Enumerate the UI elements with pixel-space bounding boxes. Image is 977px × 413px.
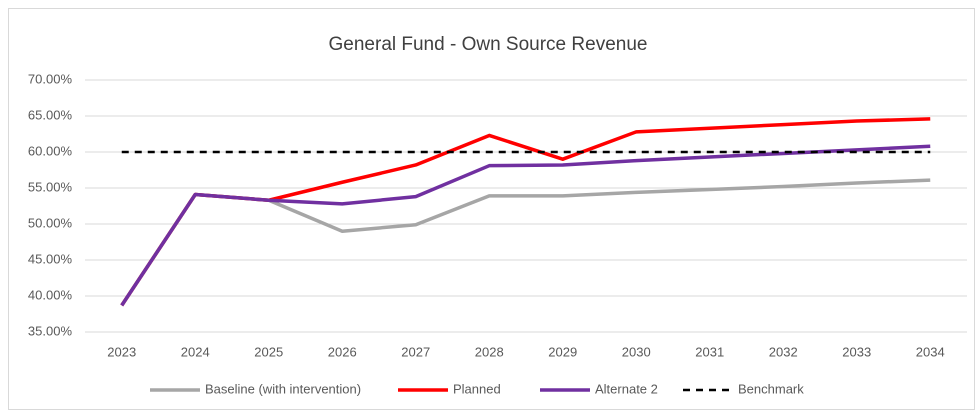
legend-label: Benchmark: [738, 381, 804, 396]
x-tick-label: 2027: [401, 344, 430, 359]
series-line: [120, 144, 931, 307]
legend-label: Alternate 2: [595, 381, 658, 396]
x-tick-label: 2023: [107, 344, 136, 359]
x-tick-label: 2032: [769, 344, 798, 359]
x-tick-label: 2030: [622, 344, 651, 359]
y-tick-label: 50.00%: [28, 215, 73, 230]
chart-border: [8, 8, 975, 410]
y-tick-label: 40.00%: [28, 287, 73, 302]
y-tick-label: 45.00%: [28, 251, 73, 266]
chart-title: General Fund - Own Source Revenue: [329, 34, 648, 55]
x-tick-label: 2034: [916, 344, 945, 359]
legend-label: Baseline (with intervention): [205, 381, 361, 396]
y-tick-label: 70.00%: [28, 71, 73, 86]
x-tick-label: 2033: [842, 344, 871, 359]
y-tick-label: 65.00%: [28, 107, 73, 122]
y-tick-label: 60.00%: [28, 143, 73, 158]
x-tick-label: 2029: [548, 344, 577, 359]
legend-label: Planned: [453, 381, 501, 396]
x-tick-label: 2024: [181, 344, 210, 359]
y-tick-label: 35.00%: [28, 323, 73, 338]
y-tick-label: 55.00%: [28, 179, 73, 194]
x-tick-label: 2025: [254, 344, 283, 359]
x-tick-label: 2028: [475, 344, 504, 359]
x-tick-label: 2031: [695, 344, 724, 359]
x-tick-label: 2026: [328, 344, 357, 359]
